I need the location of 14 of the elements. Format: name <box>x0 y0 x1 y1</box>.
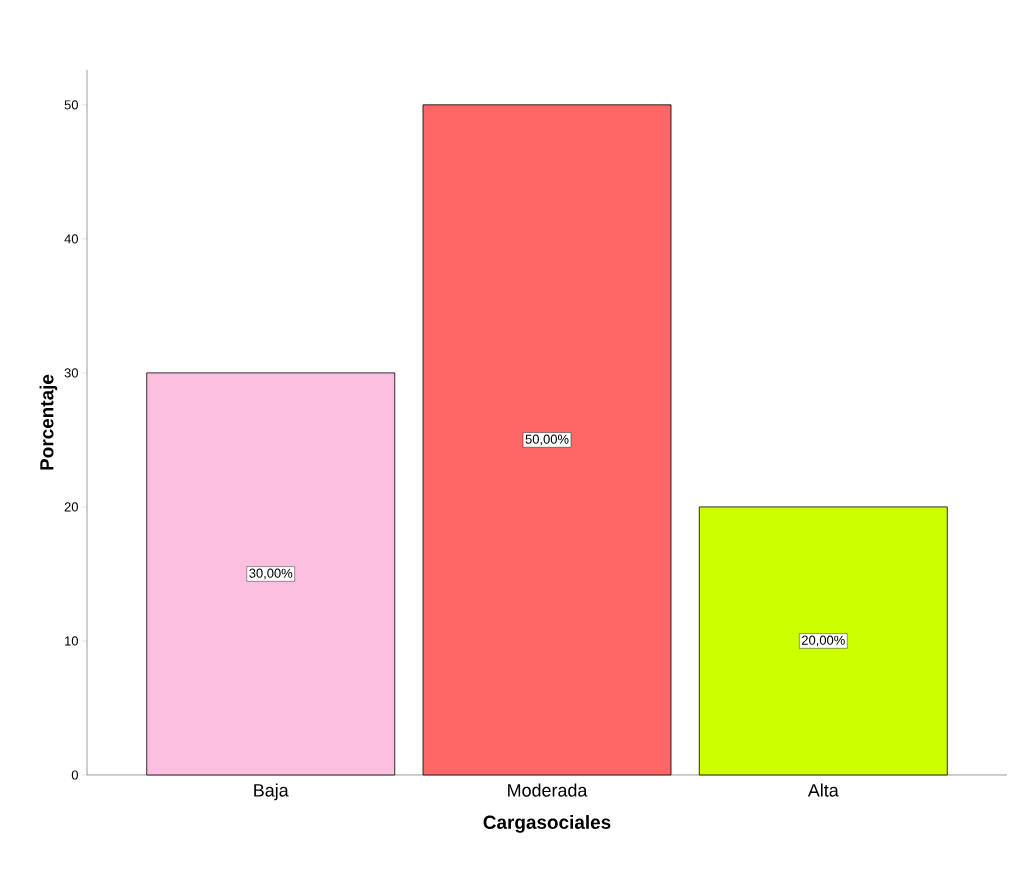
data-label: 20,00% <box>801 635 845 647</box>
y-tick-label: 40 <box>64 234 78 244</box>
y-tick-label: 30 <box>64 368 78 378</box>
y-tick-label: 50 <box>64 100 78 110</box>
y-tick-label: 10 <box>65 636 78 646</box>
x-axis-title: Cargasociales <box>483 815 611 833</box>
y-tick-label: 0 <box>71 770 78 780</box>
x-tick-label: Moderada <box>508 783 588 797</box>
x-tick-label: Baja <box>254 783 289 801</box>
data-label: 50,00% <box>525 434 569 446</box>
data-label: 30,00% <box>249 568 293 580</box>
y-axis-title: Porcentaje <box>39 374 58 470</box>
y-tick-label: 20 <box>64 502 78 512</box>
x-tick-label: Alta <box>807 783 839 797</box>
